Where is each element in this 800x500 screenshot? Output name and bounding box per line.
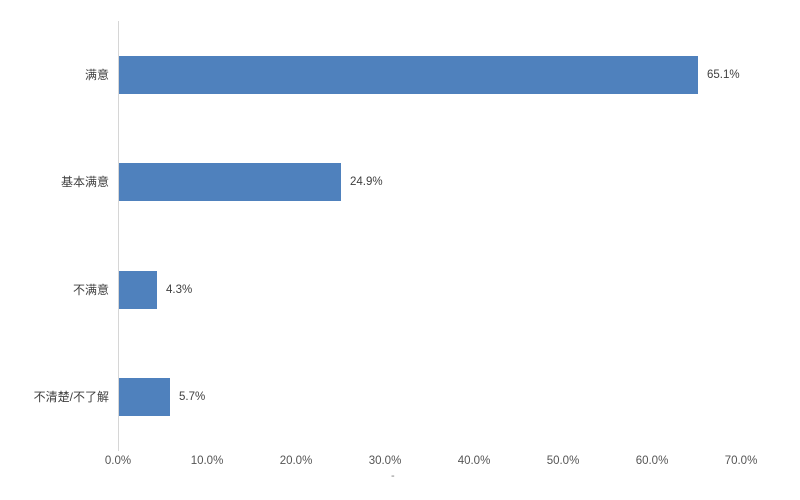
axis-note-dash: -: [391, 470, 395, 482]
y-axis-line: [118, 21, 119, 451]
category-label: 满意: [84, 68, 109, 82]
category-label: 不满意: [72, 283, 109, 297]
bar: [119, 271, 157, 309]
bar: [119, 163, 341, 201]
data-label: 24.9%: [350, 176, 383, 188]
bar: [119, 56, 698, 94]
x-axis-tick-label: 30.0%: [368, 455, 402, 467]
category-label: 基本满意: [60, 175, 109, 189]
data-label: 4.3%: [166, 284, 193, 296]
data-label: 5.7%: [179, 391, 206, 403]
x-axis-tick-label: 10.0%: [190, 455, 224, 467]
x-axis-tick-label: 50.0%: [546, 455, 580, 467]
bar: [119, 378, 170, 416]
x-axis-tick-label: 70.0%: [724, 455, 758, 467]
x-axis-tick-label: 60.0%: [635, 455, 669, 467]
category-label: 不清楚/不了解: [33, 390, 109, 404]
x-axis-tick-label: 40.0%: [457, 455, 491, 467]
x-axis-tick-label: 0.0%: [104, 455, 132, 467]
x-axis-tick-label: 20.0%: [279, 455, 313, 467]
data-label: 65.1%: [707, 69, 740, 81]
